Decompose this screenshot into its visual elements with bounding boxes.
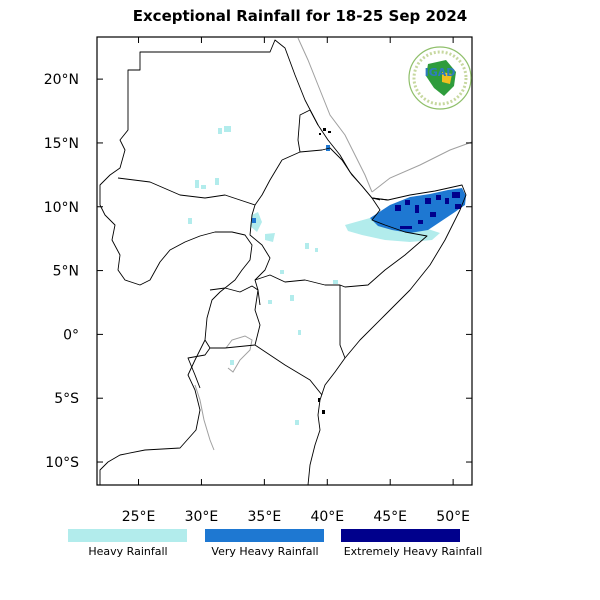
x-tick-label: 40°E <box>310 509 344 525</box>
y-tick-label: 10°S <box>45 455 79 471</box>
y-tick-label: 5°N <box>53 264 79 280</box>
islands <box>318 128 331 414</box>
y-axis-ticks: 20°N 15°N 10°N 5°N 0° 5°S 10°S <box>44 72 472 471</box>
x-axis-ticks: 25°E 30°E 35°E 40°E 45°E 50°E <box>122 37 470 525</box>
legend-label-heavy: Heavy Rainfall <box>88 545 168 558</box>
y-tick-label: 10°N <box>44 200 79 216</box>
legend-label-extremely-heavy: Extremely Heavy Rainfall <box>343 545 483 558</box>
x-tick-label: 25°E <box>122 509 156 525</box>
legend-swatch-extremely-heavy <box>341 529 460 542</box>
coastline-lines <box>194 37 473 451</box>
rainfall-extremely-heavy-areas <box>395 192 461 229</box>
legend-swatch-heavy <box>68 529 187 542</box>
igad-logo-text: IGAD <box>425 66 456 79</box>
map-frame <box>96 36 473 486</box>
igad-logo: IGAD <box>408 46 472 110</box>
map-title: Exceptional Rainfall for 18-25 Sep 2024 <box>132 7 468 25</box>
y-tick-label: 5°S <box>54 391 79 407</box>
legend-label-very-heavy: Very Heavy Rainfall <box>211 545 319 558</box>
x-tick-label: 45°E <box>373 509 407 525</box>
rainfall-heavy-areas <box>188 126 440 425</box>
legend-swatch-very-heavy <box>205 529 324 542</box>
x-tick-label: 50°E <box>436 509 470 525</box>
country-boundaries <box>99 39 467 486</box>
y-tick-label: 20°N <box>44 72 79 88</box>
x-tick-label: 30°E <box>185 509 219 525</box>
x-tick-label: 35°E <box>248 509 282 525</box>
y-tick-label: 15°N <box>44 136 79 152</box>
y-tick-label: 0° <box>63 327 79 343</box>
